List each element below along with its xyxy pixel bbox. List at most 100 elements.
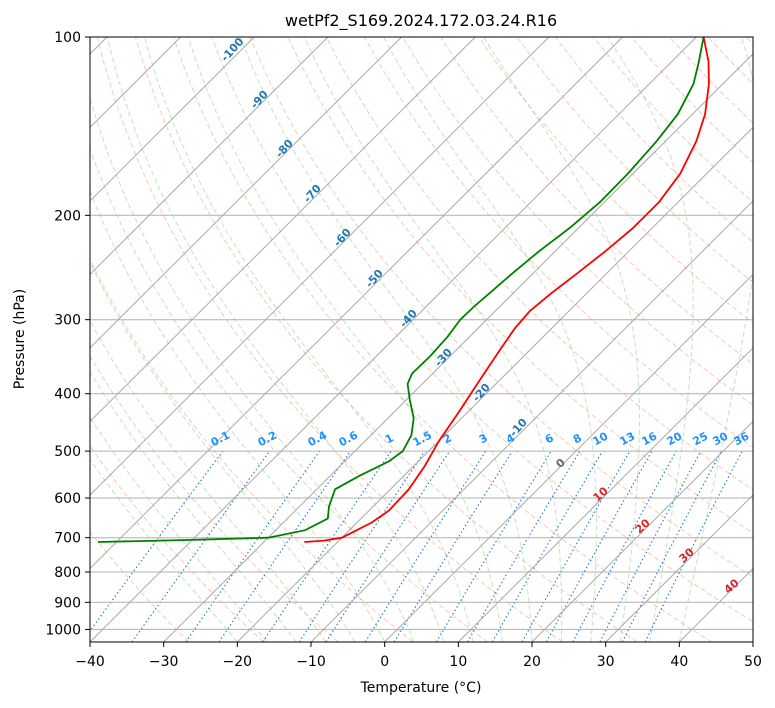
y-tick-label: 600	[54, 491, 81, 507]
moist-adiabat	[90, 189, 386, 642]
x-axis-label: Temperature (°C)	[360, 680, 482, 696]
contour-labels: -100-90-80-70-60-50-40-30-20-100.1 0.2 0.4…	[209, 35, 752, 597]
moist-adiabat	[90, 458, 238, 642]
mixing-ratio-label: 0.6	[337, 428, 361, 449]
dewpoint-profile	[98, 37, 705, 543]
theta-label: 20	[633, 516, 653, 536]
moist-adiabat	[303, 37, 563, 642]
dry-adiabat	[325, 37, 753, 491]
dry-adiabat	[363, 37, 753, 448]
mixing-ratio-line	[131, 450, 271, 642]
dry-adiabat	[90, 530, 190, 642]
isotherm-line	[457, 347, 753, 642]
x-tick-label: 10	[449, 654, 467, 670]
y-axis: 100 200 300 400 500 600 700 800 900 1000	[45, 30, 90, 638]
dry-adiabat	[90, 147, 488, 642]
y-tick-label: 400	[54, 387, 81, 403]
isotherm-line	[90, 37, 697, 642]
x-tick-label: 20	[523, 654, 541, 670]
dry-adiabat	[134, 37, 638, 642]
mixing-ratio-line	[298, 450, 426, 642]
isobar-gridlines	[90, 37, 753, 630]
isotherm-line	[531, 420, 753, 642]
isotherm-line	[90, 37, 476, 423]
isotherm-line	[384, 273, 753, 642]
mixing-ratio-label: 20	[665, 429, 685, 448]
sounding-profiles	[98, 37, 710, 543]
isotherm-label: -80	[273, 137, 296, 161]
mixing-ratio-label: 1.5	[411, 429, 434, 450]
isotherm-label: -20	[470, 381, 493, 405]
isotherm-label: -50	[363, 267, 386, 291]
mixing-ratio-label: 2	[441, 431, 454, 446]
theta-label: 10	[591, 484, 611, 504]
mixing-ratio-label: 0.1	[209, 429, 232, 450]
y-tick-label: 100	[54, 30, 81, 46]
mixing-ratio-label: 25	[691, 430, 711, 449]
moist-adiabat	[483, 37, 640, 642]
mixing-ratio-line	[521, 450, 631, 642]
isotherm-line	[163, 53, 753, 642]
isotherm-gridlines	[90, 37, 753, 642]
isotherm-line	[752, 641, 753, 642]
isotherm-line	[90, 37, 255, 202]
isotherm-line	[90, 37, 402, 349]
y-tick-label: 500	[54, 444, 81, 460]
mixing-ratio-label: 8	[571, 431, 584, 446]
moist-adiabat	[90, 416, 268, 642]
x-tick-label: −40	[75, 654, 105, 670]
moist-adiabat	[90, 95, 415, 642]
mixing-ratio-line	[572, 450, 677, 642]
dry-adiabat	[478, 37, 753, 324]
x-tick-label: −30	[149, 654, 179, 670]
chart-title: wetPf2_S169.2024.172.03.24.R16	[285, 11, 557, 31]
mixing-ratio-label: 0.2	[256, 429, 279, 450]
moist-adiabat	[90, 260, 356, 642]
mixing-ratio-label: 0.4	[306, 428, 330, 449]
dry-adiabat	[745, 37, 753, 45]
x-axis: −40 −30 −20 −10 0 10 20 30 40 50	[75, 642, 762, 670]
mixing-ratio-label: 36	[732, 429, 752, 448]
theta-label: 0	[553, 456, 568, 471]
isotherm-line	[90, 37, 329, 276]
x-tick-label: 50	[744, 654, 762, 670]
mixing-ratio-line	[185, 450, 321, 642]
dry-adiabat	[402, 37, 753, 406]
isotherm-label: -90	[248, 88, 271, 112]
moist-adiabat	[678, 37, 753, 642]
x-tick-label: 30	[597, 654, 615, 670]
isotherm-label: -40	[397, 307, 420, 331]
mixing-ratio-label: 16	[640, 429, 660, 448]
mixing-ratio-line	[393, 450, 513, 642]
mixing-ratio-label: 30	[711, 429, 731, 448]
dry-adiabat	[440, 37, 753, 365]
x-tick-label: −20	[223, 654, 253, 670]
dry-adiabat	[96, 37, 563, 642]
dry-adiabat	[173, 37, 712, 642]
dry-adiabat	[211, 37, 753, 623]
y-tick-label: 300	[54, 313, 81, 329]
dry-adiabat	[90, 445, 264, 642]
temperature-profile	[304, 37, 710, 543]
x-tick-label: 0	[380, 654, 389, 670]
mixing-ratio-label: 6	[543, 431, 556, 446]
mixing-ratio-line	[467, 450, 581, 642]
moist-adiabat	[90, 319, 327, 642]
isotherm-label: -70	[301, 182, 324, 206]
moist-adiabats	[90, 37, 753, 642]
isotherm-label: -60	[331, 226, 354, 250]
x-tick-label: 40	[670, 654, 688, 670]
mixing-ratio-label: 13	[618, 430, 638, 449]
isotherm-line	[90, 37, 550, 496]
mixing-ratio-line	[90, 450, 224, 632]
dry-adiabat	[249, 37, 753, 578]
isotherm-line	[678, 567, 753, 642]
mixing-ratio-label: 1	[383, 431, 396, 446]
isotherm-line	[90, 37, 623, 570]
mixing-ratio-lines	[90, 450, 743, 642]
dry-adiabats	[90, 37, 753, 642]
mixing-ratio-line	[644, 450, 743, 642]
isotherm-line	[310, 200, 753, 642]
moist-adiabat	[383, 37, 597, 642]
mixing-ratio-label: 3	[477, 431, 490, 446]
